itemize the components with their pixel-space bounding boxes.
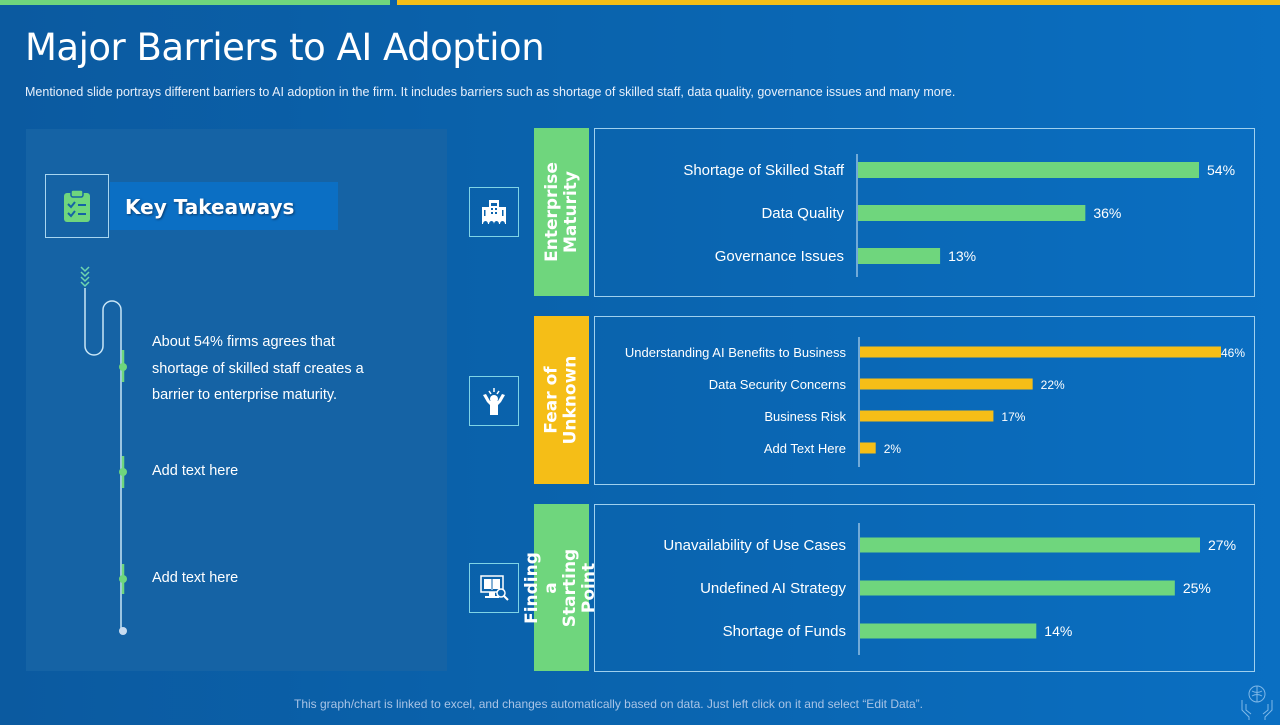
data-label: 13% <box>948 248 976 264</box>
stressed-person-icon <box>483 388 505 415</box>
data-label: 54% <box>1207 162 1235 178</box>
chart-fear-of-unknown[interactable]: Understanding AI Benefits to Business 46%… <box>594 316 1255 485</box>
data-label: 22% <box>1041 378 1065 392</box>
chart-enterprise-maturity[interactable]: Shortage of Skilled Staff 54% Data Quality… <box>594 128 1255 297</box>
data-label: 27% <box>1208 537 1236 553</box>
bar <box>860 580 1175 596</box>
data-label: 25% <box>1183 580 1211 596</box>
bar <box>860 346 1221 358</box>
tab-label: Fear of Unknown <box>541 355 581 445</box>
category-label: Data Quality <box>761 205 844 222</box>
timeline-line <box>80 266 127 635</box>
slide-subtitle: Mentioned slide portrays different barri… <box>25 85 956 99</box>
bar-chart-svg: Shortage of Skilled Staff 54% Data Quality… <box>683 154 1235 277</box>
tab-enterprise-maturity: Enterprise Maturity <box>534 128 589 296</box>
data-label: 2% <box>884 442 902 456</box>
chevrons-down-icon <box>80 266 90 288</box>
key-takeaways-icon-box <box>45 174 109 238</box>
timeline-dot <box>119 575 127 583</box>
takeaway-item: Add text here <box>152 463 239 479</box>
category-label: Unavailability of Use Cases <box>663 537 846 554</box>
slide-title: Major Barriers to AI Adoption <box>25 26 545 69</box>
timeline-dot <box>119 468 127 476</box>
enterprise-maturity-icon-box <box>469 187 519 237</box>
tab-fear-of-unknown: Fear of Unknown <box>534 316 589 484</box>
key-takeaways-heading: Key Takeaways <box>125 195 295 219</box>
tab-label: Enterprise Maturity <box>541 162 581 262</box>
category-label: Undefined AI Strategy <box>700 580 846 597</box>
timeline-end-dot <box>119 627 127 635</box>
chart-finding-starting-point[interactable]: Unavailability of Use Cases 27% Undefined … <box>594 504 1255 672</box>
category-label: Shortage of Skilled Staff <box>683 162 844 179</box>
top-accent-bar-green <box>0 0 390 5</box>
category-label: Governance Issues <box>715 248 844 265</box>
data-label: 14% <box>1044 623 1072 639</box>
computer-book-search-icon <box>480 575 509 601</box>
bar-chart-svg: Unavailability of Use Cases 27% Undefined … <box>663 523 1236 655</box>
bar <box>860 442 876 454</box>
bar <box>860 410 994 422</box>
bar <box>860 623 1037 639</box>
key-takeaways-banner <box>110 182 338 230</box>
category-label: Data Security Concerns <box>709 377 847 392</box>
brand-logo <box>1238 682 1276 725</box>
takeaway-item: About 54% firms agrees that shortage of … <box>152 334 364 403</box>
clipboard-checklist-icon <box>64 189 90 222</box>
tab-label: Finding a Starting Point <box>522 548 600 627</box>
finding-starting-point-icon-box <box>469 563 519 613</box>
bar <box>860 537 1200 553</box>
bar <box>860 378 1033 390</box>
bar <box>858 205 1086 221</box>
category-label: Business Risk <box>764 409 846 424</box>
tab-finding-starting-point: Finding a Starting Point <box>523 504 600 671</box>
bar-chart-svg: Understanding AI Benefits to Business 46%… <box>625 337 1245 467</box>
office-building-icon <box>482 200 506 224</box>
data-label: 36% <box>1093 205 1121 221</box>
takeaway-item: Add text here <box>152 570 239 586</box>
data-label: 17% <box>1001 410 1025 424</box>
top-accent-bar-yellow <box>397 0 1280 5</box>
bar <box>858 162 1199 178</box>
fear-of-unknown-icon-box <box>469 376 519 426</box>
category-label: Shortage of Funds <box>723 623 846 640</box>
category-label: Add Text Here <box>764 441 846 456</box>
data-label: 46% <box>1221 346 1245 360</box>
category-label: Understanding AI Benefits to Business <box>625 345 847 360</box>
footer-note: This graph/chart is linked to excel, and… <box>294 697 923 711</box>
hands-brain-icon <box>1241 685 1273 720</box>
timeline-dot <box>119 363 127 371</box>
bar <box>858 248 941 264</box>
